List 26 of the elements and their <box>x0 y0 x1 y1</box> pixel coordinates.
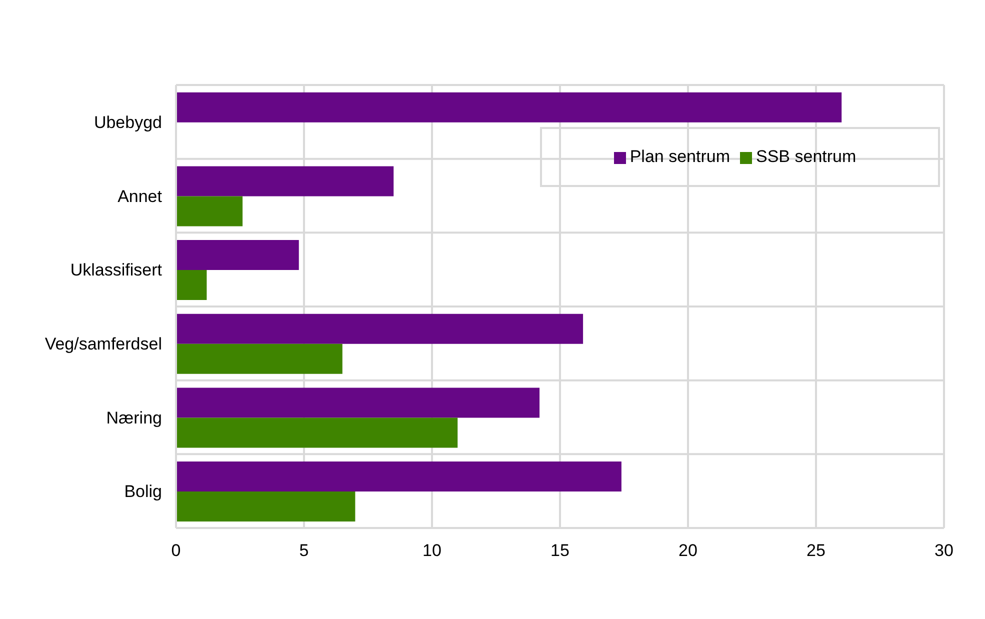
x-tick-label: 15 <box>550 541 570 560</box>
y-tick-label: Bolig <box>124 482 162 502</box>
bar <box>176 240 299 270</box>
x-tick-label: 10 <box>422 541 442 560</box>
y-tick-label: Veg/samferdsel <box>44 334 162 354</box>
y-tick-label: Ubebygd <box>94 112 162 132</box>
bar <box>176 492 356 522</box>
bar <box>176 196 243 226</box>
bar <box>176 388 540 418</box>
bar <box>176 166 394 196</box>
bar <box>176 92 842 122</box>
bar <box>176 462 622 492</box>
bar <box>176 270 207 300</box>
y-tick-label: Annet <box>118 186 162 206</box>
bar <box>176 344 342 374</box>
legend-label: SSB sentrum <box>756 147 856 166</box>
legend-label: Plan sentrum <box>630 147 730 166</box>
bar <box>176 418 458 448</box>
x-tick-label: 5 <box>299 541 309 560</box>
y-tick-label: Næring <box>106 408 162 428</box>
x-tick-label: 0 <box>171 541 181 560</box>
x-tick-label: 20 <box>678 541 698 560</box>
bar <box>176 314 584 344</box>
x-tick-label: 25 <box>806 541 826 560</box>
x-tick-label: 30 <box>934 541 954 560</box>
y-tick-label: Uklassifisert <box>70 260 162 280</box>
